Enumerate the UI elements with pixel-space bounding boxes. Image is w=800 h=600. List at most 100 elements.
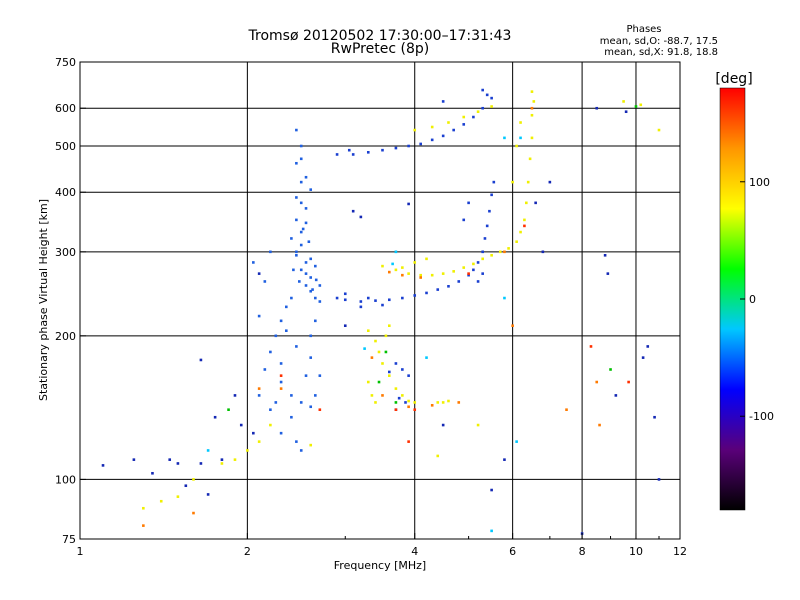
- data-point: [285, 329, 288, 332]
- data-point: [430, 404, 434, 407]
- data-point: [192, 478, 195, 481]
- data-point: [335, 296, 339, 300]
- data-point: [413, 128, 417, 132]
- data-point: [441, 272, 445, 275]
- data-point: [184, 484, 188, 488]
- data-point: [387, 298, 391, 302]
- data-point: [366, 329, 370, 332]
- data-point: [307, 240, 311, 244]
- data-point: [624, 110, 628, 114]
- data-point: [295, 161, 298, 165]
- data-point: [530, 90, 534, 93]
- data-point: [384, 350, 388, 354]
- data-point: [589, 345, 593, 348]
- data-point: [279, 380, 283, 384]
- data-point: [257, 387, 261, 390]
- data-point: [490, 529, 493, 533]
- data-point: [441, 423, 445, 427]
- data-point: [394, 250, 398, 254]
- data-point: [481, 257, 484, 261]
- data-point: [263, 280, 267, 283]
- data-point: [413, 294, 417, 297]
- data-point: [447, 121, 450, 124]
- data-point: [530, 136, 534, 140]
- data-point: [407, 272, 410, 275]
- data-point: [290, 237, 293, 240]
- data-point: [290, 296, 293, 300]
- data-point: [394, 362, 398, 365]
- x-axis-label: Frequency [MHz]: [334, 559, 426, 572]
- data-point: [401, 394, 404, 397]
- data-point: [441, 100, 445, 103]
- data-point: [441, 401, 445, 404]
- data-point: [269, 423, 272, 427]
- data-point: [394, 401, 398, 404]
- data-point: [252, 261, 255, 264]
- data-point: [290, 415, 293, 419]
- data-point: [530, 106, 534, 110]
- data-point: [263, 368, 267, 371]
- data-point: [366, 380, 370, 384]
- data-point: [301, 227, 305, 231]
- data-point: [476, 110, 480, 114]
- data-point: [397, 396, 401, 400]
- data-point: [503, 250, 506, 254]
- data-point: [299, 401, 303, 404]
- chart-subtitle: RwPretec (8p): [331, 41, 429, 57]
- data-point: [279, 362, 283, 365]
- data-point: [269, 350, 272, 354]
- data-point: [220, 458, 224, 461]
- data-point: [233, 458, 237, 461]
- data-point: [314, 394, 317, 397]
- data-point: [206, 493, 210, 496]
- data-point: [490, 253, 493, 257]
- data-point: [274, 334, 278, 338]
- y-tick-label: 500: [55, 140, 76, 153]
- data-point: [467, 201, 470, 205]
- data-point: [519, 136, 522, 140]
- data-point: [490, 96, 493, 100]
- data-point: [534, 201, 537, 205]
- data-point: [595, 380, 599, 384]
- data-point: [407, 440, 410, 443]
- data-point: [309, 356, 313, 359]
- data-points: [101, 88, 661, 535]
- data-point: [407, 399, 410, 403]
- data-point: [523, 224, 526, 228]
- data-point: [269, 408, 272, 412]
- data-point: [384, 334, 388, 338]
- data-point: [387, 324, 391, 328]
- data-point: [257, 314, 261, 318]
- data-point: [257, 272, 261, 275]
- data-point: [101, 464, 105, 467]
- data-point: [304, 261, 308, 264]
- data-point: [413, 408, 417, 412]
- data-point: [387, 270, 391, 274]
- data-point: [425, 356, 428, 359]
- data-point: [639, 103, 643, 107]
- data-point: [295, 128, 298, 132]
- data-point: [295, 253, 298, 257]
- data-point: [343, 298, 347, 302]
- data-point: [351, 153, 355, 156]
- data-point: [142, 506, 145, 510]
- data-point: [304, 207, 308, 210]
- data-point: [314, 264, 317, 268]
- data-point: [490, 488, 493, 492]
- data-point: [627, 380, 630, 384]
- data-point: [304, 221, 308, 225]
- data-point: [299, 449, 303, 452]
- data-point: [447, 399, 450, 403]
- data-point: [653, 415, 656, 419]
- data-point: [374, 339, 377, 343]
- colorbar-ticks: 100 0 -100: [740, 176, 774, 423]
- data-point: [472, 115, 475, 119]
- x-tick-label: 2: [244, 545, 251, 558]
- data-point: [347, 148, 351, 152]
- data-point: [490, 105, 493, 108]
- data-point: [541, 250, 545, 254]
- data-point: [387, 374, 391, 377]
- data-point: [391, 262, 394, 266]
- data-point: [176, 462, 180, 465]
